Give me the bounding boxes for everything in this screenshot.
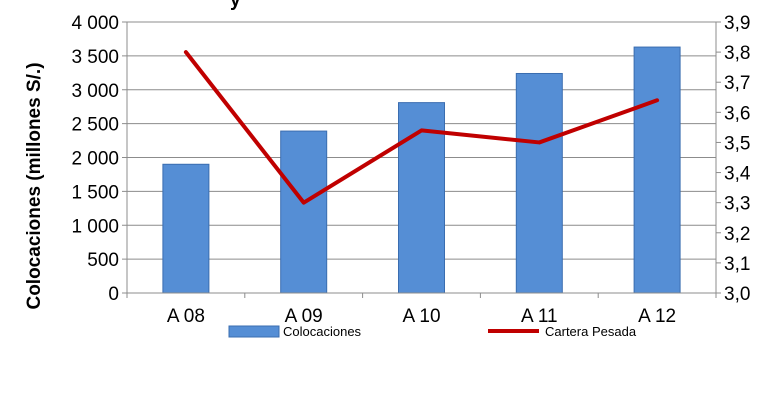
right-tick-label: 3,8: [724, 43, 750, 64]
left-tick-label: 3 500: [71, 47, 119, 68]
category-label: A 11: [521, 306, 558, 327]
left-tick-label: 2 000: [71, 149, 119, 170]
left-axis-ticks: 0 500 1 000 1 500 2 000 2 500 3 000 3 500 4 000: [71, 13, 119, 305]
legend: Colocaciones Cartera Pesada: [228, 324, 637, 339]
right-tick-label: 3,2: [724, 224, 750, 245]
right-tick-label: 3,0: [724, 284, 750, 305]
right-tick-label: 3,1: [724, 254, 750, 275]
left-tick-label: 4 000: [71, 13, 119, 34]
category-label: A 10: [402, 306, 440, 327]
bar: [633, 46, 681, 294]
category-label: A 08: [167, 306, 205, 327]
right-axis-ticks: 3,0 3,1 3,2 3,3 3,4 3,5 3,6 3,7 3,8 3,9: [724, 13, 751, 305]
right-tick-label: 3,4: [724, 164, 751, 185]
cartera-pesada-line: [183, 50, 660, 205]
legend-label-colocaciones: Colocaciones: [283, 324, 362, 339]
left-tick-label: 2 500: [71, 115, 119, 136]
legend-label-cartera-pesada: Cartera Pesada: [545, 324, 637, 339]
right-tick-label: 3,6: [724, 103, 750, 124]
left-tick-label: 0: [108, 284, 119, 305]
bar-series: [162, 46, 681, 294]
right-tick-label: 3,5: [724, 133, 750, 154]
right-tick-label: 3,7: [724, 73, 750, 94]
chart-title: y: [230, 0, 241, 11]
left-tick-label: 3 000: [71, 81, 119, 102]
bar: [515, 72, 563, 294]
category-label: A 09: [285, 306, 323, 327]
right-tick-label: 3,3: [724, 194, 750, 215]
left-tick-label: 500: [87, 250, 119, 271]
y-axis-label: Colocaciones (millones S/.): [24, 62, 45, 309]
left-tick-label: 1 500: [71, 182, 119, 203]
axes: [122, 21, 721, 298]
category-label: A 12: [638, 306, 676, 327]
bar: [162, 163, 210, 294]
right-tick-label: 3,9: [724, 13, 750, 34]
line-series: [183, 50, 660, 205]
left-tick-label: 1 000: [71, 216, 119, 237]
bar: [398, 102, 445, 294]
category-labels: A 08 A 09 A 10 A 11 A 12: [167, 306, 676, 327]
bar: [280, 130, 328, 294]
legend-swatch-colocaciones: [228, 325, 280, 338]
